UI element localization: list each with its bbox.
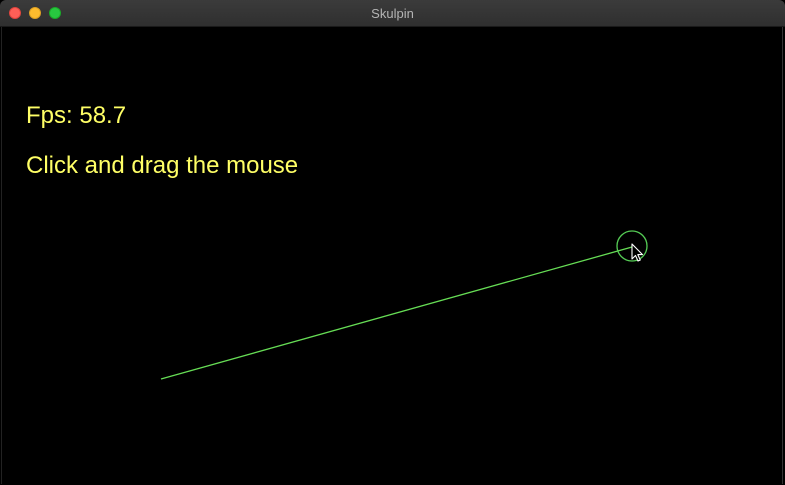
drawing-canvas[interactable] xyxy=(1,27,783,484)
window-title: Skulpin xyxy=(371,6,414,21)
cursor-circle xyxy=(616,230,648,262)
title-bar[interactable]: Skulpin xyxy=(0,0,785,27)
drawn-line xyxy=(160,246,633,380)
close-button[interactable] xyxy=(9,7,21,19)
zoom-button[interactable] xyxy=(49,7,61,19)
minimize-button[interactable] xyxy=(29,7,41,19)
arrow-cursor-icon xyxy=(631,243,644,262)
fps-counter: Fps: 58.7 xyxy=(26,102,127,129)
instructions-text: Click and drag the mouse xyxy=(26,152,299,179)
